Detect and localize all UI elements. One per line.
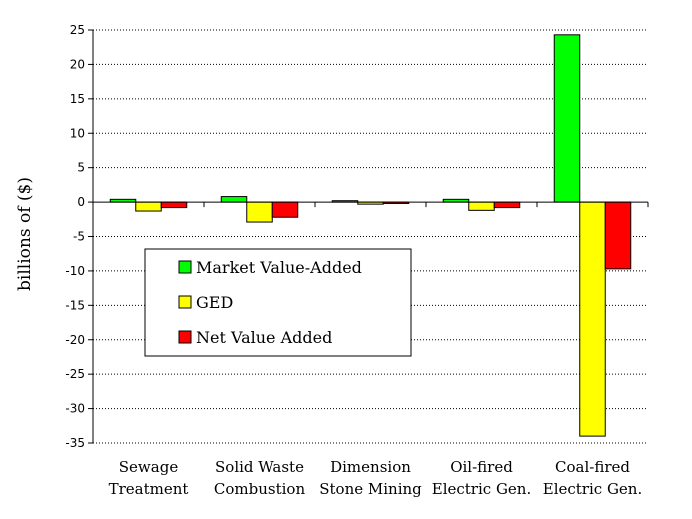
- y-tick-label: 15: [70, 92, 85, 106]
- legend-swatch: [178, 295, 192, 309]
- category-label: Oil-fired: [450, 458, 513, 476]
- category-label: Combustion: [214, 480, 306, 498]
- category-label: Stone Mining: [319, 480, 422, 498]
- y-tick-label: 20: [70, 57, 85, 71]
- category-label: Coal-fired: [555, 458, 630, 476]
- axes: [92, 30, 649, 443]
- bar: [604, 201, 632, 270]
- y-tick-label: 25: [70, 23, 85, 37]
- y-tick-label: -25: [65, 367, 85, 381]
- category-labels: Sewage Treatment Solid Waste Combustion Dime…: [109, 458, 643, 498]
- legend-label: Market Value-Added: [196, 258, 362, 277]
- bar: [579, 201, 606, 437]
- category-label: Sewage: [119, 458, 179, 476]
- legend-label: GED: [196, 293, 233, 312]
- bar: [271, 201, 299, 218]
- bar: [220, 196, 248, 203]
- y-tick-label: -10: [65, 264, 85, 278]
- category-label: Dimension: [330, 458, 411, 476]
- bar: [468, 201, 495, 211]
- legend-swatch: [178, 260, 192, 274]
- legend-label: Net Value Added: [196, 328, 332, 347]
- legend-swatch: [178, 330, 192, 344]
- bar: [135, 201, 162, 212]
- category-label: Electric Gen.: [543, 480, 642, 498]
- y-tick-label: 0: [77, 195, 85, 209]
- y-axis-title: billions of ($): [15, 177, 35, 291]
- y-tick-label: 10: [70, 126, 85, 140]
- category-label: Solid Waste: [215, 458, 304, 476]
- y-tick-label: -20: [65, 333, 85, 347]
- bar: [493, 201, 521, 209]
- bar: [246, 201, 273, 223]
- y-tick-label: -30: [65, 402, 85, 416]
- y-tick-label: -15: [65, 298, 85, 312]
- category-label: Treatment: [109, 480, 189, 498]
- bar: [160, 201, 188, 209]
- legend: Market Value-Added GED Net Value Added: [144, 248, 412, 357]
- y-tick-label: 5: [77, 161, 85, 175]
- y-tick-label: -35: [65, 436, 85, 450]
- y-tick-label: -5: [73, 230, 85, 244]
- bar: [553, 34, 581, 203]
- bars: [109, 34, 632, 437]
- y-tick-labels: 25 20 15 10 5 0 -5 -10 -15 -20 -25 -30 -35: [65, 23, 85, 450]
- category-label: Electric Gen.: [432, 480, 531, 498]
